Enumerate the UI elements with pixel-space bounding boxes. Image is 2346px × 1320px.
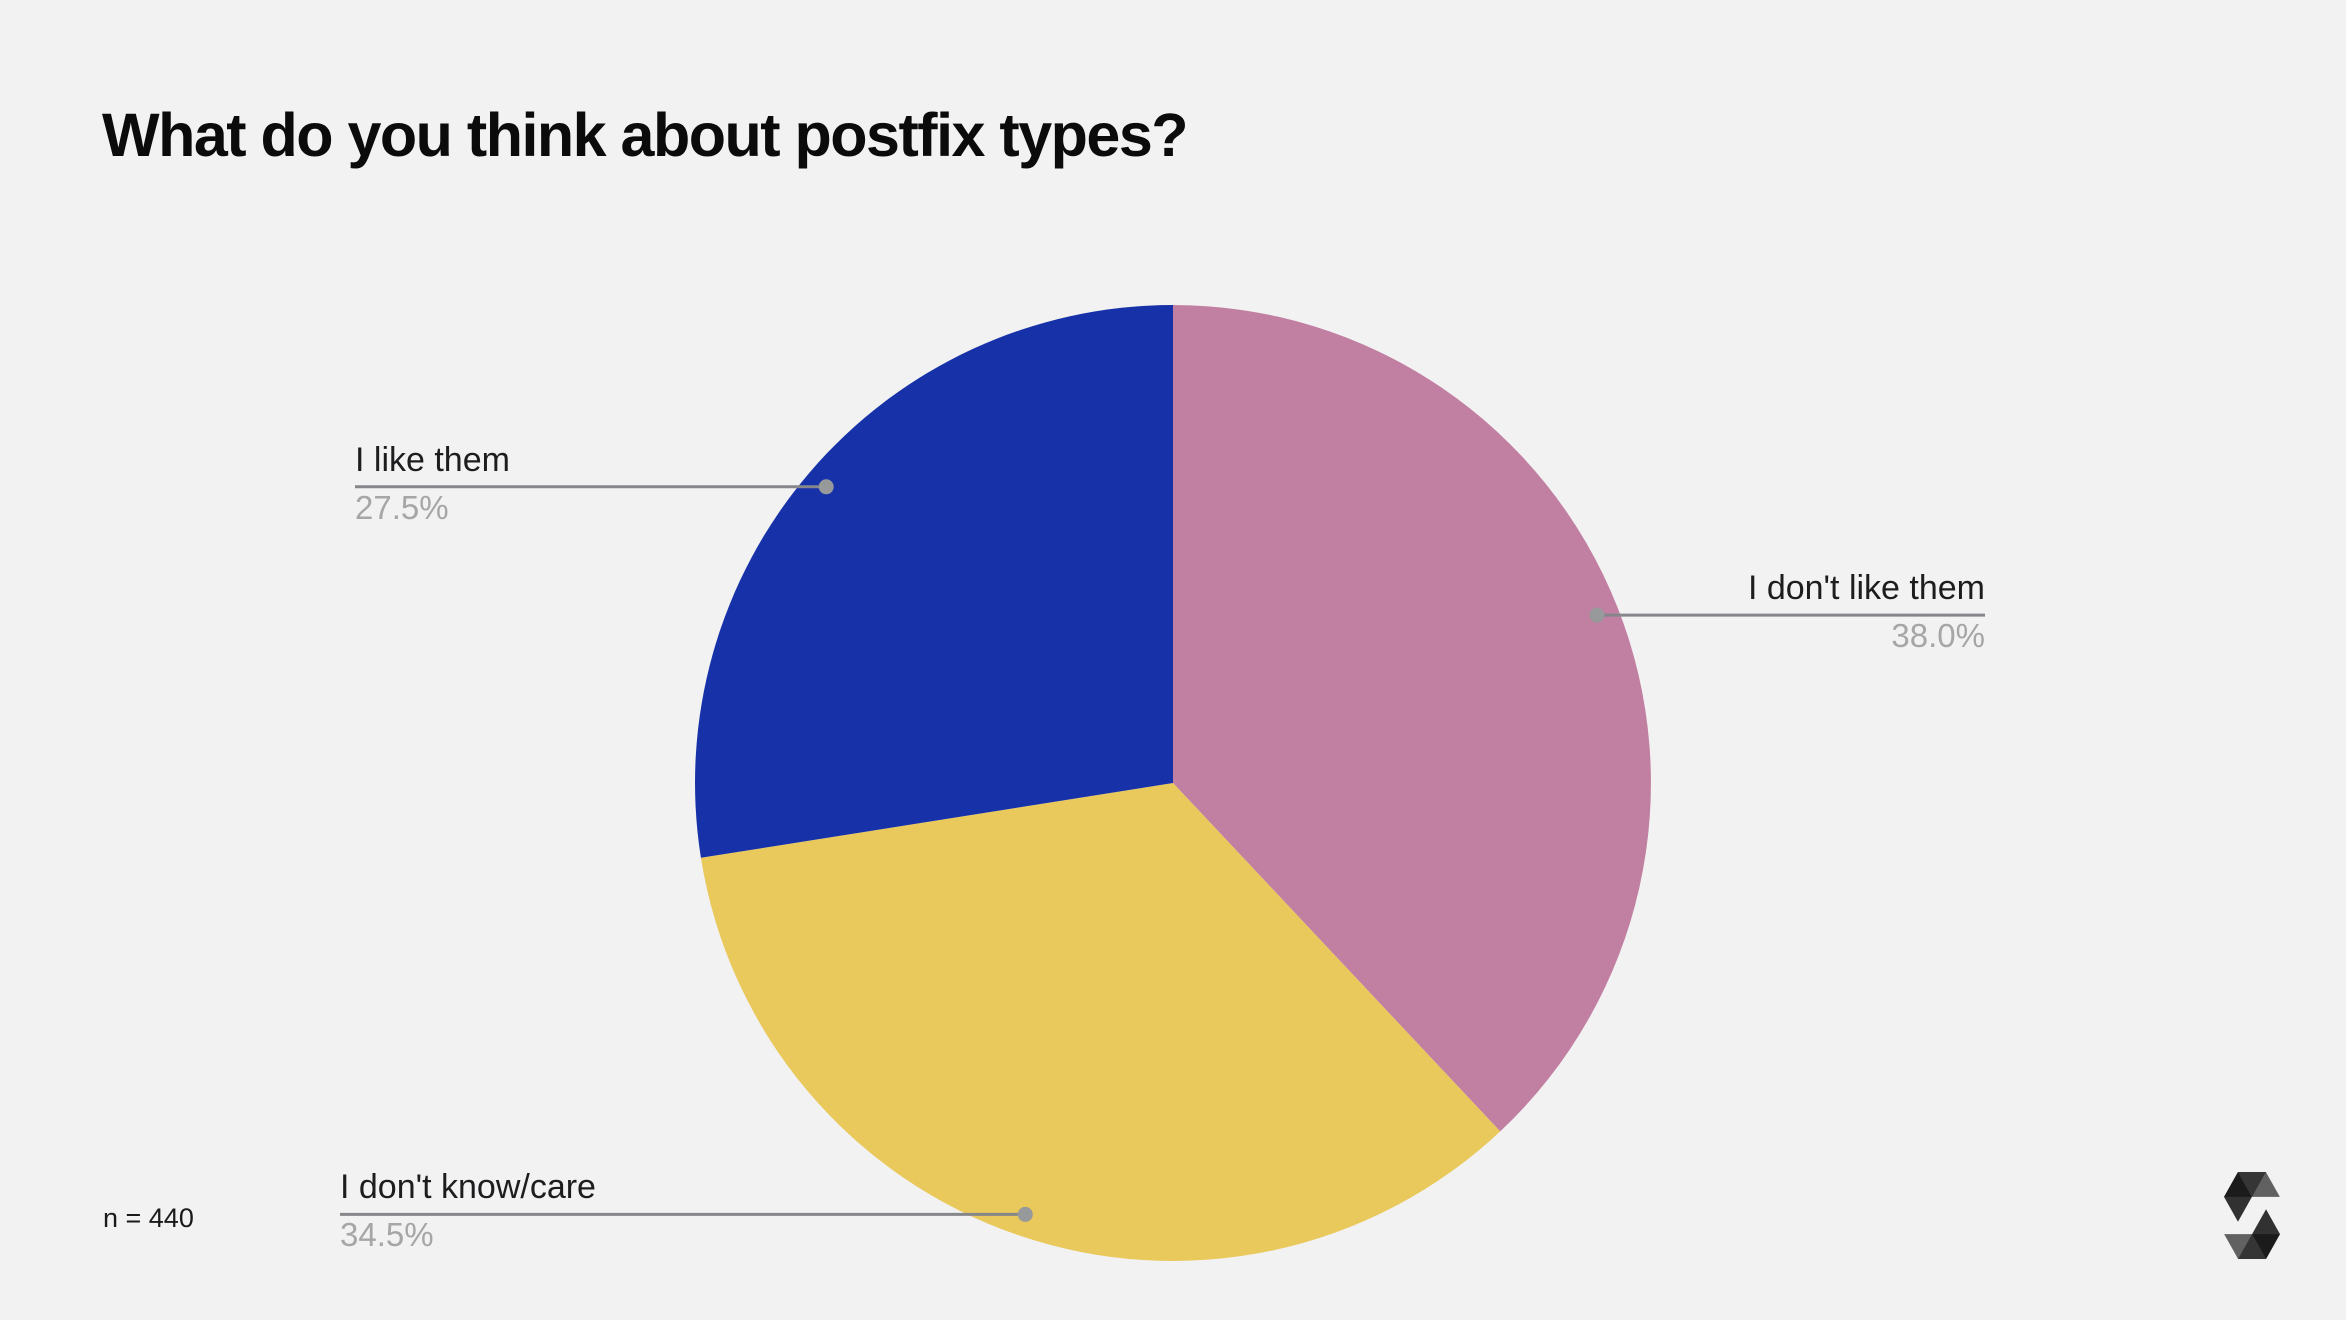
slice-pct-i-don-t-like-them: 38.0% xyxy=(1891,617,1985,655)
pie-slice-i-don-t-like-them xyxy=(1173,305,1651,1132)
chart-title: What do you think about postfix types? xyxy=(102,101,1189,169)
pie-slice-i-don-t-know-care xyxy=(700,783,1501,1261)
slice-pct-i-like-them: 27.5% xyxy=(355,488,449,526)
leader-dot-i-like-them xyxy=(818,479,834,495)
pie-slice-i-like-them xyxy=(695,305,1173,858)
slice-label-i-don-t-like-them: I don't like them xyxy=(1747,569,1985,608)
solidity-logo-icon xyxy=(2224,1172,2280,1259)
slice-label-i-don-t-know-care: I don't know/care xyxy=(340,1168,596,1207)
slice-label-i-like-them: I like them xyxy=(355,440,510,479)
leader-dot-i-don-t-like-them xyxy=(1589,607,1605,623)
sample-size-label: n = 440 xyxy=(103,1203,194,1233)
leader-dot-i-don-t-know-care xyxy=(1017,1206,1033,1222)
slice-pct-i-don-t-know-care: 34.5% xyxy=(340,1216,434,1254)
